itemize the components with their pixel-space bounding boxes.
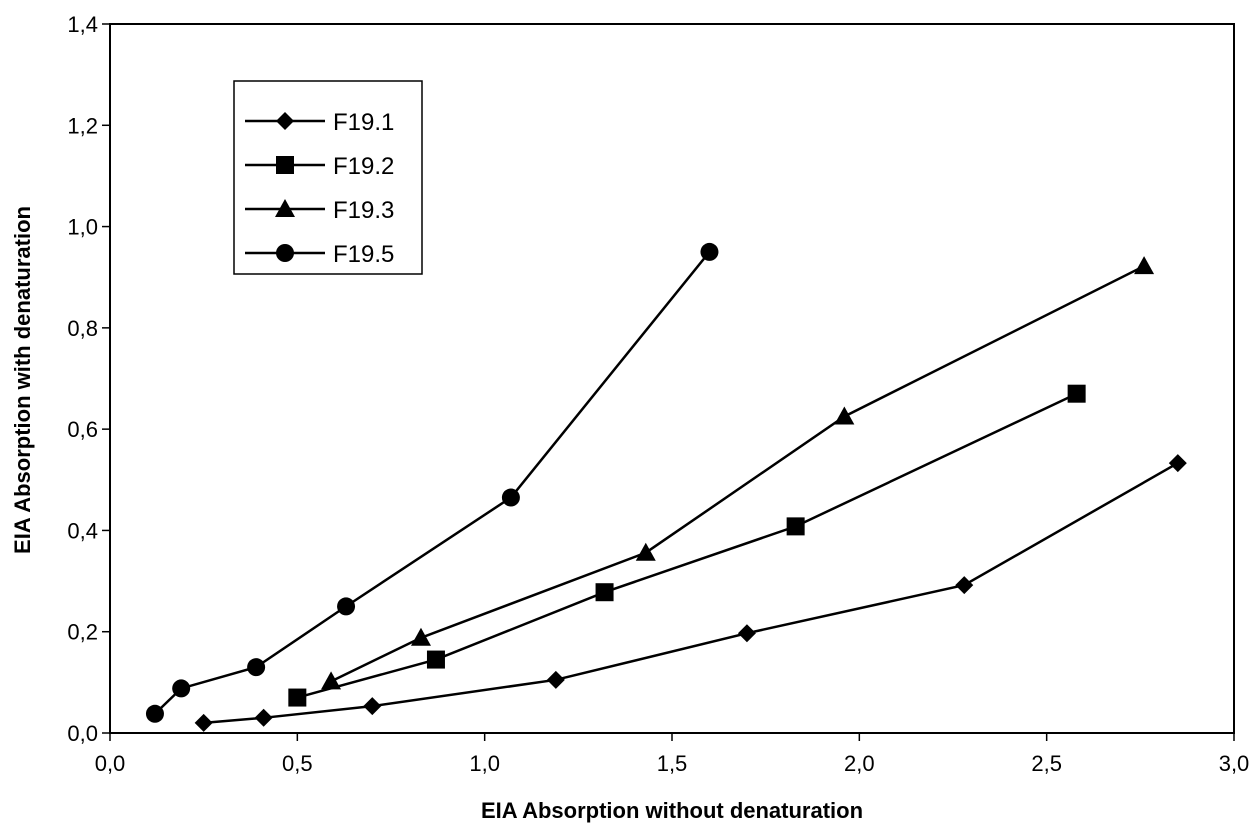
data-point-f19-1 (546, 670, 565, 689)
data-point-f19-2 (426, 650, 445, 669)
legend-marker-f19-2 (276, 156, 294, 174)
legend-label-f19-5: F19.5 (333, 241, 394, 268)
series-f19-3 (321, 256, 1155, 690)
x-tick-label: 1,0 (469, 751, 500, 776)
x-axis-title: EIA Absorption without denaturation (481, 798, 863, 823)
data-point-f19-3 (321, 671, 342, 690)
legend: F19.1 F19.2 F19.3 F19.5 (233, 80, 423, 275)
data-point-f19-2 (288, 688, 307, 707)
data-point-f19-1 (955, 576, 974, 595)
legend-item-f19-1: F19.1 (245, 109, 394, 136)
x-tick-label: 1,5 (657, 751, 688, 776)
data-point-f19-1 (194, 713, 213, 732)
y-tick-label: 1,2 (67, 113, 98, 138)
y-tick-label: 0,2 (67, 620, 98, 645)
y-tick-label: 0,8 (67, 316, 98, 341)
y-axis-ticks: 0,0 0,2 0,4 0,6 0,8 1,0 1,2 1,4 (67, 12, 110, 746)
legend-label-f19-3: F19.3 (333, 197, 394, 224)
x-axis-ticks: 0,0 0,5 1,0 1,5 2,0 2,5 3,0 (95, 733, 1250, 776)
legend-marker-f19-3 (275, 199, 295, 217)
legend-label-f19-2: F19.2 (333, 153, 394, 180)
data-point-f19-2 (1067, 384, 1086, 403)
legend-item-f19-3: F19.3 (245, 197, 394, 224)
y-tick-label: 0,0 (67, 721, 98, 746)
data-point-f19-5 (172, 679, 191, 698)
legend-item-f19-2: F19.2 (245, 153, 394, 180)
legend-label-f19-1: F19.1 (333, 109, 394, 136)
data-point-f19-1 (1168, 454, 1187, 473)
series-f19-1 (194, 454, 1187, 732)
data-point-f19-2 (786, 517, 805, 536)
y-axis-title: EIA Absorption with denaturation (10, 206, 35, 554)
x-tick-label: 0,0 (95, 751, 126, 776)
legend-marker-f19-5 (276, 244, 294, 262)
data-point-f19-1 (254, 708, 273, 727)
data-point-f19-3 (635, 542, 656, 561)
y-tick-label: 0,6 (67, 417, 98, 442)
data-point-f19-3 (1134, 256, 1155, 275)
data-point-f19-5 (145, 704, 164, 723)
legend-item-f19-5: F19.5 (245, 241, 394, 268)
series-f19-5 (145, 242, 719, 723)
data-point-f19-5 (501, 488, 520, 507)
x-tick-label: 2,5 (1031, 751, 1062, 776)
data-point-f19-2 (595, 583, 614, 602)
series-f19-2 (288, 384, 1086, 707)
data-point-f19-5 (247, 658, 266, 677)
data-point-f19-3 (410, 627, 431, 646)
data-point-f19-3 (834, 406, 855, 425)
data-point-f19-1 (737, 624, 756, 643)
legend-marker-f19-1 (276, 112, 294, 130)
x-tick-label: 3,0 (1219, 751, 1250, 776)
x-tick-label: 0,5 (282, 751, 313, 776)
data-point-f19-5 (700, 242, 719, 261)
y-tick-label: 0,4 (67, 518, 98, 543)
legend-box (233, 80, 423, 275)
data-point-f19-5 (337, 597, 356, 616)
y-tick-label: 1,4 (67, 12, 98, 37)
x-tick-label: 2,0 (844, 751, 875, 776)
series-layer (145, 242, 1187, 732)
data-point-f19-1 (363, 697, 382, 716)
y-tick-label: 1,0 (67, 215, 98, 240)
